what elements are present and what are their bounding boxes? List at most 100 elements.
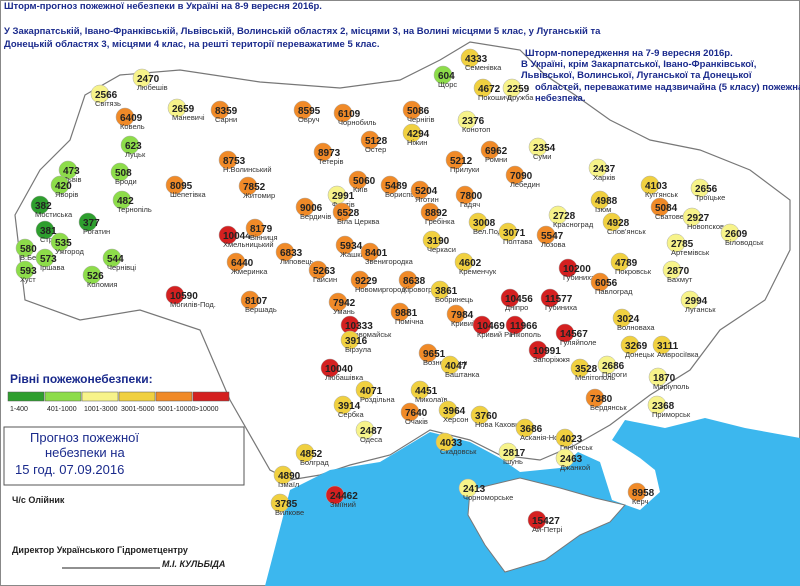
station-marker <box>120 135 140 155</box>
station-name: Ізмаїл <box>278 480 299 489</box>
author: Ч/с Олійник <box>12 495 65 505</box>
forecast-box <box>3 426 245 486</box>
station-name: Волноваха <box>617 323 655 332</box>
station-marker <box>327 185 347 205</box>
station-marker <box>602 212 622 232</box>
station-value: 535 <box>55 238 72 249</box>
station-value: 7090 <box>510 171 533 182</box>
station-value: 3686 <box>520 424 543 435</box>
station-value: 2728 <box>553 211 576 222</box>
station-name: Куп'янськ <box>645 190 678 199</box>
station-value: 8179 <box>250 224 273 235</box>
station-marker <box>620 335 640 355</box>
station-name: Генічеськ <box>560 443 593 452</box>
station-marker <box>90 84 110 104</box>
legend-swatch <box>44 391 82 402</box>
header-line: Донецькій областях 3, місцями 4 клас, на… <box>4 39 379 50</box>
station-marker <box>50 175 70 195</box>
station-marker <box>468 212 488 232</box>
station-marker <box>348 170 368 190</box>
station-value: 2463 <box>560 454 583 465</box>
station-value: 2609 <box>725 229 748 240</box>
legend-label: 3001-5000 <box>121 406 155 413</box>
station-value: 9651 <box>423 349 446 360</box>
station-marker <box>502 78 522 98</box>
station-marker <box>610 252 630 272</box>
station-marker <box>333 103 353 123</box>
station-value: 3914 <box>338 401 361 412</box>
station-name: Мелітополь <box>575 373 615 382</box>
station-name: Ужгород <box>55 247 84 256</box>
station-marker <box>528 137 548 157</box>
station-value: 2470 <box>137 74 160 85</box>
station-value: 4294 <box>407 129 430 140</box>
station-value: 508 <box>115 168 132 179</box>
warning-title: Шторм-попередження на 7-9 вересня 2016р. <box>525 48 733 59</box>
station-marker <box>528 340 548 360</box>
legend-label: 5001-10000 <box>158 406 195 413</box>
station-value: 4602 <box>459 258 482 269</box>
station-name: Львів <box>63 175 81 184</box>
station-marker <box>313 142 333 162</box>
station-name: Остер <box>365 145 386 154</box>
station-name: Слов'янськ <box>607 227 646 236</box>
station-marker <box>112 190 132 210</box>
station-value: 2785 <box>671 239 694 250</box>
station-marker <box>445 150 465 170</box>
legend-swatch <box>118 391 156 402</box>
station-value: 6440 <box>231 258 254 269</box>
station-name: Гадяч <box>460 200 480 209</box>
station-marker <box>647 395 667 415</box>
station-marker <box>627 482 647 502</box>
station-value: 5086 <box>407 106 430 117</box>
station-value: 3528 <box>575 364 598 375</box>
station-marker <box>515 418 535 438</box>
station-marker <box>536 225 556 245</box>
station-value: 4928 <box>607 218 630 229</box>
station-value: 6056 <box>595 278 618 289</box>
station-value: 544 <box>107 254 124 265</box>
station-name: Бахмут <box>667 275 693 284</box>
station-value: 2354 <box>533 143 556 154</box>
station-name: Приморськ <box>652 410 691 419</box>
station-name: Лебедин <box>510 180 540 189</box>
station-value: 2686 <box>602 361 625 372</box>
station-name: Яворів <box>55 190 78 199</box>
station-marker <box>433 65 453 85</box>
station-name: Ізюм <box>595 205 611 214</box>
station-value: 8753 <box>223 156 246 167</box>
station-name: Роздільна <box>360 395 396 404</box>
station-value: 2413 <box>463 484 486 495</box>
station-marker <box>167 98 187 118</box>
station-marker <box>470 405 490 425</box>
station-name: Гребінка <box>425 217 455 226</box>
station-name: Миколаїв <box>415 395 447 404</box>
station-marker <box>380 175 400 195</box>
station-marker <box>666 233 686 253</box>
station-name: Бірзула <box>345 345 372 354</box>
station-name: Харків <box>593 173 615 182</box>
station-marker <box>115 107 135 127</box>
station-value: 8973 <box>318 148 341 159</box>
station-value: 4789 <box>615 258 638 269</box>
station-marker <box>50 232 70 252</box>
station-marker <box>455 185 475 205</box>
station-marker <box>398 270 418 290</box>
station-marker <box>340 330 360 350</box>
legend: 1-400 401-1000 1001-3000 3001-5000 5001-1000… <box>7 391 230 413</box>
station-name: Лозова <box>541 240 566 249</box>
warning-line: Львівської, Волинської, Луганської та До… <box>521 70 752 81</box>
legend-label: 401-1000 <box>47 406 77 413</box>
station-marker <box>498 442 518 462</box>
station-value: 593 <box>20 266 37 277</box>
station-marker <box>218 225 238 245</box>
station-name: Тернопіль <box>117 205 152 214</box>
station-name: Асканія-Нова <box>520 433 567 442</box>
station-marker <box>590 190 610 210</box>
station-value: 9229 <box>355 276 378 287</box>
station-name: Рогатин <box>83 227 110 236</box>
station-name: Губиниха <box>545 303 578 312</box>
station-value: 3964 <box>443 406 466 417</box>
station-name: Могилів-Под. <box>170 300 216 309</box>
signature: М.І. КУЛЬБІДА <box>162 559 225 569</box>
